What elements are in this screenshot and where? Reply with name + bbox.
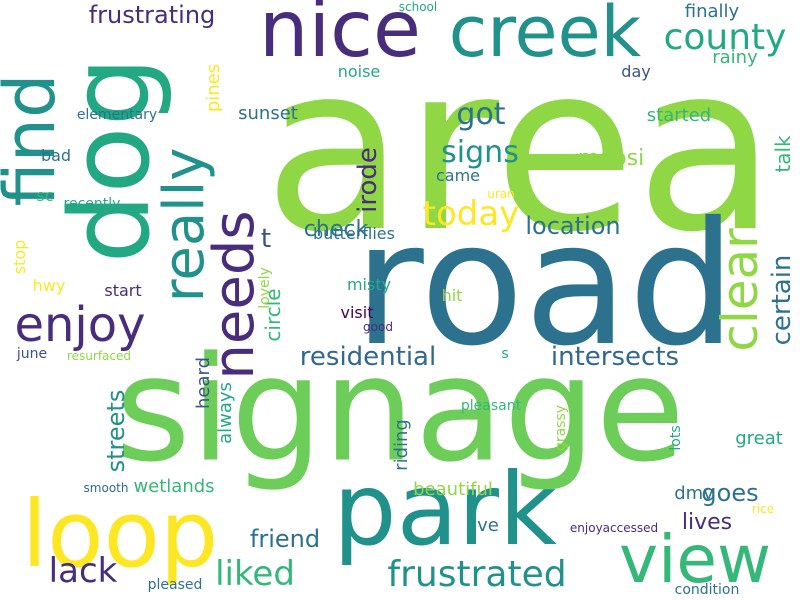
word-talk: talk — [771, 135, 795, 173]
word-finally: finally — [684, 1, 740, 22]
word-june: june — [16, 346, 48, 362]
word-intersects: intersects — [550, 342, 680, 372]
word-loop: loop — [21, 481, 219, 588]
word-view: view — [619, 521, 771, 598]
word-pines: pines — [203, 63, 224, 113]
word-goes: goes — [701, 479, 759, 507]
word-bad: bad — [40, 146, 72, 165]
word-elementary: elementary — [76, 107, 158, 123]
word-signs: signs — [441, 135, 519, 170]
word-area: area — [263, 16, 777, 283]
word-riding: riding — [391, 419, 412, 471]
word-sunset: sunset — [238, 103, 298, 124]
word-great: great — [735, 428, 783, 449]
word-heard: heard — [193, 356, 214, 410]
word-t: t — [260, 224, 272, 254]
word-frustrating: frustrating — [88, 1, 216, 29]
word-beautiful: beautiful — [413, 479, 493, 500]
word-lives: lives — [681, 510, 733, 535]
word-pleasant: pleasant — [460, 398, 522, 414]
word-smooth: smooth — [83, 481, 129, 495]
word-good: good — [363, 320, 393, 334]
word-find: find — [0, 73, 71, 207]
word-friend: friend — [249, 525, 321, 553]
word-stop: stop — [10, 239, 29, 275]
word-came: came — [435, 166, 481, 185]
word-noise: noise — [337, 62, 381, 81]
word-sc: sc — [36, 186, 54, 205]
word-resurfaced: resurfaced — [66, 349, 132, 363]
word-irode: irode — [353, 147, 383, 213]
word-always: always — [215, 382, 236, 444]
word-visit: visit — [340, 303, 374, 322]
word-liked: liked — [215, 554, 295, 594]
word-rainy: rainy — [712, 47, 758, 68]
word-lovely: lovely — [257, 267, 273, 309]
word-wetlands: wetlands — [133, 476, 215, 497]
word-creek: creek — [448, 0, 642, 73]
word-enjoyaccessed: enjoyaccessed — [569, 521, 659, 535]
word-hit: hit — [441, 286, 463, 305]
word-condition: condition — [674, 582, 740, 598]
word-day: day — [621, 62, 651, 81]
word-dog: dog — [46, 56, 174, 264]
word-residential: residential — [299, 342, 437, 372]
word-pleased: pleased — [147, 577, 203, 593]
word-signage: signage — [115, 325, 685, 495]
word-butterflies: butterflies — [313, 224, 395, 243]
word-grassy: grassy — [553, 404, 569, 452]
word-school: school — [398, 0, 438, 14]
word-frustrated: frustrated — [387, 554, 567, 595]
word-location: location — [525, 212, 621, 240]
word-start: start — [104, 281, 142, 300]
word-mapsi: mapsi — [577, 146, 645, 171]
word-clear: clear — [711, 228, 769, 352]
word-dmv: dmv — [674, 483, 714, 504]
word-s: s — [501, 346, 509, 362]
word-today: today — [422, 194, 520, 234]
word-road: road — [353, 186, 737, 384]
word-check: check — [303, 217, 369, 242]
word-started: started — [646, 105, 712, 126]
word-recently: recently — [63, 196, 121, 212]
word-lack: lack — [48, 551, 118, 591]
word-misty: misty — [346, 275, 392, 294]
word-uran: uran — [487, 187, 515, 201]
word-really: really — [152, 147, 217, 303]
word-lots: lots — [668, 425, 684, 451]
word-streets: streets — [102, 389, 130, 473]
word-county: county — [663, 17, 787, 58]
word-nice: nice — [259, 0, 421, 75]
word-park: park — [333, 451, 557, 568]
word-got: got — [456, 97, 506, 132]
word-certain: certain — [767, 254, 797, 346]
word-hwy: hwy — [32, 276, 66, 295]
word-rice: rice — [751, 502, 775, 516]
word-ve: ve — [477, 515, 499, 536]
word-enjoy: enjoy — [14, 297, 146, 353]
